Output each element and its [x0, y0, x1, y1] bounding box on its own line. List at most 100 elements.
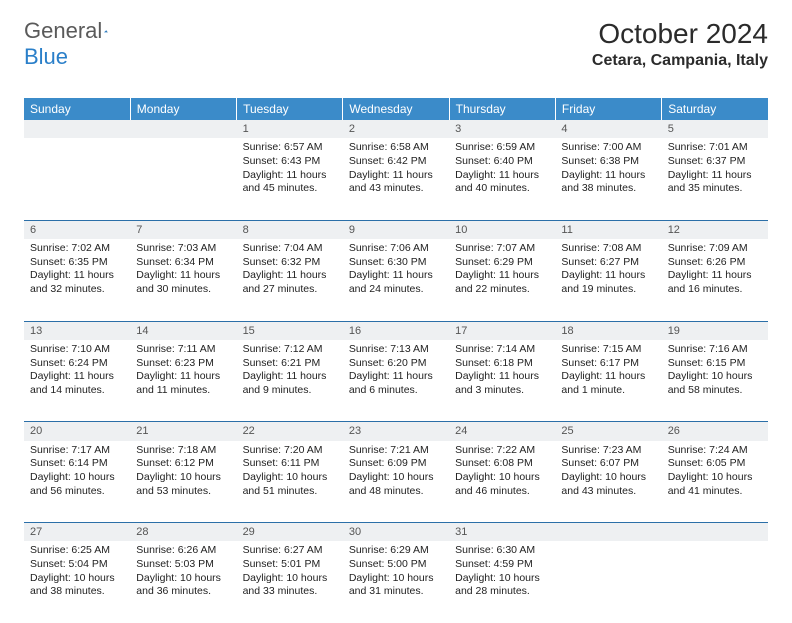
weekday-header: Tuesday — [237, 98, 343, 120]
day-number-cell: 28 — [130, 523, 236, 542]
sunrise-text: Sunrise: 7:21 AM — [349, 444, 443, 458]
day-number-cell: 13 — [24, 321, 130, 340]
day-number-cell: 5 — [662, 120, 768, 138]
sunset-text: Sunset: 6:15 PM — [668, 357, 762, 371]
day-cell: Sunrise: 7:11 AMSunset: 6:23 PMDaylight:… — [130, 340, 236, 422]
sunset-text: Sunset: 6:21 PM — [243, 357, 337, 371]
daylight-text-1: Daylight: 11 hours — [455, 269, 549, 283]
day-number-row: 13141516171819 — [24, 321, 768, 340]
day-number-cell: 24 — [449, 422, 555, 441]
day-cell: Sunrise: 7:18 AMSunset: 6:12 PMDaylight:… — [130, 441, 236, 523]
day-number-cell: 15 — [237, 321, 343, 340]
day-content-row: Sunrise: 7:17 AMSunset: 6:14 PMDaylight:… — [24, 441, 768, 523]
logo: General — [24, 18, 128, 44]
daylight-text-1: Daylight: 11 hours — [561, 169, 655, 183]
day-number-cell: 23 — [343, 422, 449, 441]
day-cell: Sunrise: 7:15 AMSunset: 6:17 PMDaylight:… — [555, 340, 661, 422]
day-number-cell: 25 — [555, 422, 661, 441]
sunrise-text: Sunrise: 7:00 AM — [561, 141, 655, 155]
sunrise-text: Sunrise: 7:07 AM — [455, 242, 549, 256]
daylight-text-1: Daylight: 11 hours — [30, 370, 124, 384]
weekday-header: Sunday — [24, 98, 130, 120]
day-number-cell: 26 — [662, 422, 768, 441]
sunset-text: Sunset: 6:17 PM — [561, 357, 655, 371]
daylight-text-2: and 22 minutes. — [455, 283, 549, 297]
daylight-text-2: and 33 minutes. — [243, 585, 337, 599]
daylight-text-2: and 1 minute. — [561, 384, 655, 398]
sunset-text: Sunset: 6:07 PM — [561, 457, 655, 471]
day-cell: Sunrise: 6:27 AMSunset: 5:01 PMDaylight:… — [237, 541, 343, 623]
day-number-cell: 4 — [555, 120, 661, 138]
daylight-text-1: Daylight: 10 hours — [30, 572, 124, 586]
sunrise-text: Sunrise: 6:29 AM — [349, 544, 443, 558]
day-cell: Sunrise: 7:06 AMSunset: 6:30 PMDaylight:… — [343, 239, 449, 321]
daylight-text-1: Daylight: 10 hours — [668, 471, 762, 485]
day-cell: Sunrise: 7:16 AMSunset: 6:15 PMDaylight:… — [662, 340, 768, 422]
daylight-text-1: Daylight: 11 hours — [349, 169, 443, 183]
day-number-cell — [130, 120, 236, 138]
month-title: October 2024 — [592, 18, 768, 50]
daylight-text-1: Daylight: 10 hours — [136, 471, 230, 485]
daylight-text-2: and 56 minutes. — [30, 485, 124, 499]
sunset-text: Sunset: 5:03 PM — [136, 558, 230, 572]
sunrise-text: Sunrise: 7:04 AM — [243, 242, 337, 256]
day-number-cell: 14 — [130, 321, 236, 340]
sunset-text: Sunset: 6:24 PM — [30, 357, 124, 371]
daylight-text-2: and 9 minutes. — [243, 384, 337, 398]
day-cell: Sunrise: 7:01 AMSunset: 6:37 PMDaylight:… — [662, 138, 768, 220]
day-number-cell: 22 — [237, 422, 343, 441]
day-cell — [662, 541, 768, 623]
day-cell: Sunrise: 7:03 AMSunset: 6:34 PMDaylight:… — [130, 239, 236, 321]
daylight-text-1: Daylight: 11 hours — [136, 269, 230, 283]
sunset-text: Sunset: 6:38 PM — [561, 155, 655, 169]
logo-text-general: General — [24, 18, 102, 44]
calendar-table: SundayMondayTuesdayWednesdayThursdayFrid… — [24, 98, 768, 623]
day-number-cell: 27 — [24, 523, 130, 542]
day-number-cell: 12 — [662, 220, 768, 239]
sunset-text: Sunset: 6:42 PM — [349, 155, 443, 169]
daylight-text-1: Daylight: 10 hours — [243, 572, 337, 586]
daylight-text-1: Daylight: 11 hours — [136, 370, 230, 384]
day-number-cell: 1 — [237, 120, 343, 138]
sunset-text: Sunset: 6:05 PM — [668, 457, 762, 471]
day-cell: Sunrise: 7:20 AMSunset: 6:11 PMDaylight:… — [237, 441, 343, 523]
day-cell: Sunrise: 7:14 AMSunset: 6:18 PMDaylight:… — [449, 340, 555, 422]
logo-blue-wrap: Blue — [24, 44, 68, 70]
daylight-text-2: and 40 minutes. — [455, 182, 549, 196]
day-cell: Sunrise: 7:02 AMSunset: 6:35 PMDaylight:… — [24, 239, 130, 321]
sunrise-text: Sunrise: 7:22 AM — [455, 444, 549, 458]
sunset-text: Sunset: 6:40 PM — [455, 155, 549, 169]
day-cell — [555, 541, 661, 623]
day-cell: Sunrise: 6:26 AMSunset: 5:03 PMDaylight:… — [130, 541, 236, 623]
daylight-text-2: and 45 minutes. — [243, 182, 337, 196]
sunrise-text: Sunrise: 6:58 AM — [349, 141, 443, 155]
sunset-text: Sunset: 6:14 PM — [30, 457, 124, 471]
sunrise-text: Sunrise: 7:20 AM — [243, 444, 337, 458]
sunset-text: Sunset: 6:37 PM — [668, 155, 762, 169]
day-number-cell: 29 — [237, 523, 343, 542]
sunset-text: Sunset: 6:29 PM — [455, 256, 549, 270]
sunrise-text: Sunrise: 7:03 AM — [136, 242, 230, 256]
day-content-row: Sunrise: 7:02 AMSunset: 6:35 PMDaylight:… — [24, 239, 768, 321]
daylight-text-1: Daylight: 10 hours — [30, 471, 124, 485]
title-block: October 2024 Cetara, Campania, Italy — [592, 18, 768, 70]
day-number-cell: 31 — [449, 523, 555, 542]
day-cell — [24, 138, 130, 220]
daylight-text-2: and 31 minutes. — [349, 585, 443, 599]
daylight-text-1: Daylight: 10 hours — [349, 471, 443, 485]
weekday-header-row: SundayMondayTuesdayWednesdayThursdayFrid… — [24, 98, 768, 120]
daylight-text-1: Daylight: 10 hours — [668, 370, 762, 384]
daylight-text-2: and 32 minutes. — [30, 283, 124, 297]
daylight-text-2: and 43 minutes. — [561, 485, 655, 499]
daylight-text-1: Daylight: 10 hours — [455, 572, 549, 586]
daylight-text-2: and 38 minutes. — [561, 182, 655, 196]
daylight-text-1: Daylight: 10 hours — [136, 572, 230, 586]
sunrise-text: Sunrise: 7:12 AM — [243, 343, 337, 357]
sunset-text: Sunset: 5:00 PM — [349, 558, 443, 572]
sunset-text: Sunset: 5:04 PM — [30, 558, 124, 572]
day-cell: Sunrise: 6:30 AMSunset: 4:59 PMDaylight:… — [449, 541, 555, 623]
day-cell: Sunrise: 7:04 AMSunset: 6:32 PMDaylight:… — [237, 239, 343, 321]
day-cell — [130, 138, 236, 220]
daylight-text-2: and 51 minutes. — [243, 485, 337, 499]
day-number-cell: 17 — [449, 321, 555, 340]
